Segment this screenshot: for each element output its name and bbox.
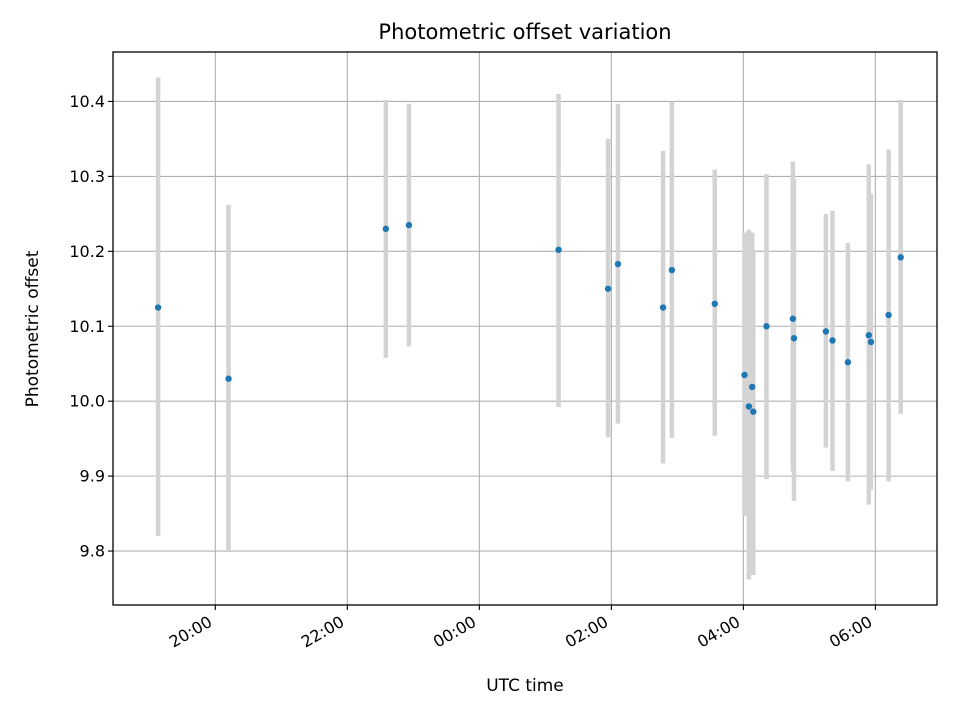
data-point — [789, 315, 797, 322]
data-point — [844, 359, 852, 366]
data-point — [659, 304, 667, 311]
data-point — [604, 285, 612, 292]
data-point — [668, 266, 676, 274]
data-point — [555, 246, 562, 254]
data-point — [829, 337, 836, 344]
data-point — [750, 408, 757, 415]
data-point — [865, 332, 872, 339]
data-point — [748, 383, 756, 391]
data-point — [790, 335, 798, 342]
data-point — [225, 375, 232, 382]
y-tick-label: 10.0 — [69, 392, 105, 411]
y-axis-label: Photometric offset — [23, 250, 43, 407]
data-points — [154, 221, 904, 415]
y-tick-label: 9.8 — [80, 542, 105, 561]
y-tick-label: 10.2 — [69, 242, 105, 261]
data-point — [711, 300, 718, 307]
data-point — [741, 371, 748, 379]
y-tick-label: 10.3 — [69, 167, 105, 186]
data-point — [614, 260, 622, 268]
data-point — [885, 311, 892, 319]
chart-title: Photometric offset variation — [378, 20, 671, 44]
plot-area-frame — [112, 51, 938, 606]
data-point — [897, 254, 904, 261]
y-tick-label: 9.9 — [80, 467, 105, 486]
x-axis-label: UTC time — [486, 676, 564, 696]
y-tick-label: 10.4 — [69, 92, 105, 111]
data-point — [382, 225, 390, 233]
data-point — [763, 323, 770, 330]
data-point — [867, 338, 875, 346]
y-tick-label: 10.1 — [69, 317, 105, 336]
data-point — [405, 221, 413, 229]
data-point — [745, 403, 753, 410]
data-point — [154, 304, 162, 311]
data-point — [822, 328, 830, 335]
